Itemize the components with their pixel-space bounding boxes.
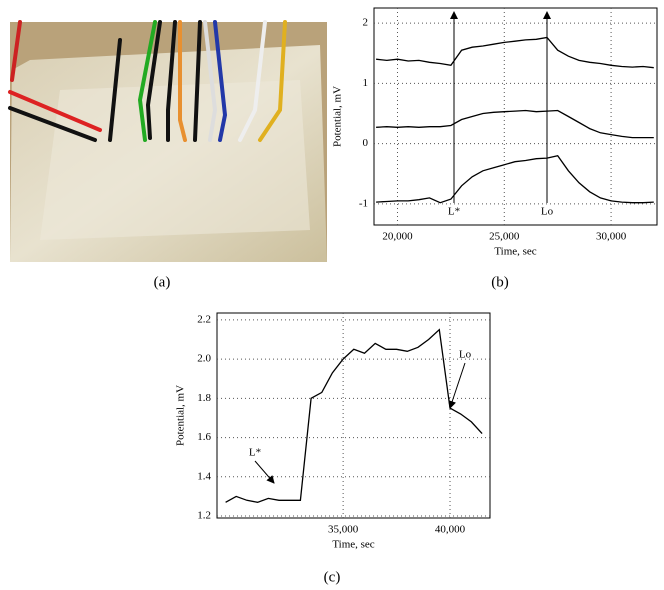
- y-tick-label: 1.8: [197, 392, 211, 404]
- x-axis-label: Time, sec: [494, 246, 536, 258]
- annotation: Lo: [459, 349, 472, 361]
- x-tick-label: 20,000: [382, 231, 413, 243]
- y-axis-label: Potential, mV: [175, 385, 187, 446]
- y-tick-label: 1.2: [197, 510, 211, 522]
- x-tick-label: 30,000: [596, 231, 627, 243]
- y-tick-label: 1.6: [197, 431, 211, 443]
- y-tick-label: 0: [363, 137, 369, 149]
- figure-label: (a): [154, 274, 171, 290]
- y-tick-label: -1: [359, 197, 368, 209]
- y-tick-label: 1: [363, 77, 369, 89]
- photo: [8, 20, 327, 262]
- figure-label: (b): [491, 274, 509, 290]
- figure-label: (c): [324, 569, 341, 585]
- annotation: L*: [448, 206, 460, 218]
- y-tick-label: 1.4: [197, 470, 211, 482]
- data-line: [376, 36, 654, 69]
- annotation: L*: [249, 447, 261, 459]
- y-tick-label: 2.0: [197, 353, 211, 365]
- y-axis-label: Potential, mV: [332, 86, 344, 147]
- x-tick-label: 25,000: [489, 231, 520, 243]
- x-axis-label: Time, sec: [332, 539, 374, 551]
- x-tick-label: 40,000: [435, 524, 466, 536]
- y-tick-label: 2.2: [197, 313, 211, 325]
- annotation: Lo: [541, 206, 554, 218]
- plot-frame: [216, 312, 491, 519]
- annotation-arrow: [254, 460, 275, 484]
- y-tick-label: 2: [363, 17, 369, 29]
- data-line: [376, 154, 654, 204]
- plot-frame: [373, 7, 658, 226]
- data-line: [376, 109, 654, 139]
- x-tick-label: 35,000: [328, 524, 359, 536]
- data-line: [225, 328, 483, 503]
- annotation-arrow: [448, 362, 466, 409]
